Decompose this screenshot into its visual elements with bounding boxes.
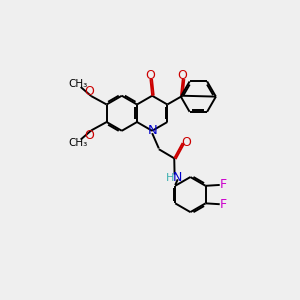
Text: N: N — [148, 124, 158, 137]
Text: O: O — [182, 136, 192, 148]
Text: F: F — [220, 198, 227, 211]
Text: N: N — [172, 171, 182, 184]
Text: H: H — [166, 173, 174, 183]
Text: O: O — [85, 85, 94, 98]
Text: F: F — [220, 178, 227, 191]
Text: CH₃: CH₃ — [68, 138, 87, 148]
Text: O: O — [177, 69, 187, 82]
Text: O: O — [85, 129, 94, 142]
Text: CH₃: CH₃ — [68, 79, 87, 89]
Text: O: O — [146, 69, 155, 82]
